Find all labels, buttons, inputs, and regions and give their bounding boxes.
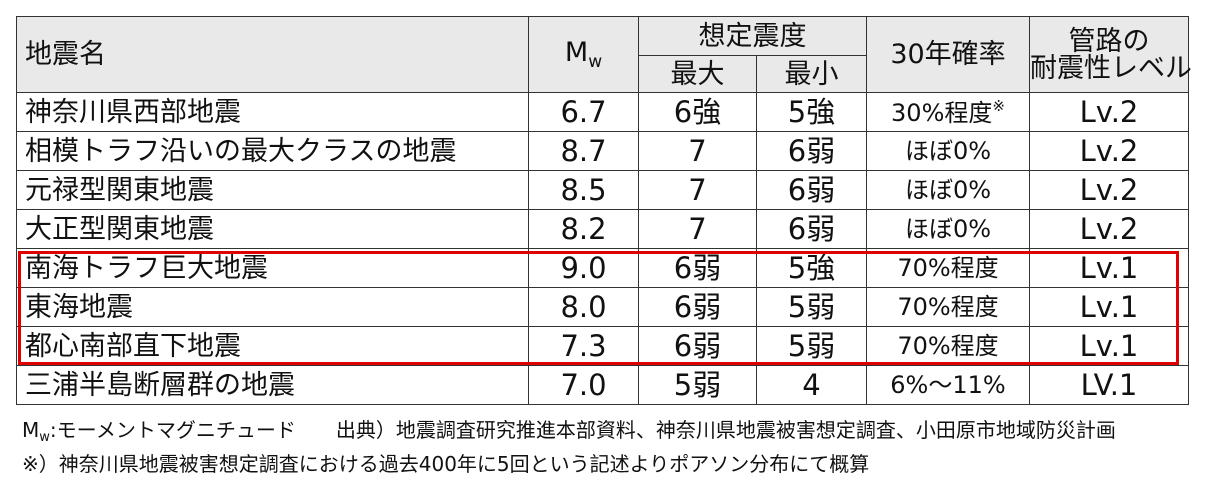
cell-min: 6弱	[756, 209, 867, 249]
cell-min: 4	[756, 365, 867, 405]
cell-max: 6強	[638, 92, 757, 132]
header-mw: Mw	[528, 16, 639, 93]
cell-max: 7	[638, 209, 757, 249]
cell-mw: 8.7	[528, 131, 639, 171]
header-prob30: 30年確率	[866, 16, 1030, 93]
cell-prob: 70%程度	[866, 287, 1030, 327]
header-intensity: 想定震度	[638, 16, 867, 56]
cell-min: 5強	[756, 248, 867, 288]
table-row: 元禄型関東地震 8.5 7 6弱 ほぼ0% Lv.2	[16, 170, 1189, 210]
table-row: 都心南部直下地震 7.3 6弱 5弱 70%程度 Lv.1	[16, 326, 1189, 366]
cell-max: 6弱	[638, 326, 757, 366]
cell-max: 6弱	[638, 287, 757, 327]
cell-name: 都心南部直下地震	[16, 326, 529, 366]
cell-name: 東海地震	[16, 287, 529, 327]
header-min: 最小	[756, 55, 867, 93]
cell-level: Lv.2	[1029, 131, 1189, 171]
cell-level: Lv.1	[1029, 248, 1189, 288]
table-row: 東海地震 8.0 6弱 5弱 70%程度 Lv.1	[16, 287, 1189, 327]
cell-min: 5弱	[756, 287, 867, 327]
cell-prob: 30%程度※	[866, 92, 1030, 132]
footnote: ※）神奈川県地震被害想定調査における過去400年に5回という記述よりポアソン分布…	[22, 452, 870, 476]
header-pipe-level: 管路の 耐震性レベル	[1029, 16, 1192, 93]
header-row-2: 最大 最小	[17, 55, 1189, 93]
cell-name: 大正型関東地震	[16, 209, 529, 249]
cell-mw: 8.2	[528, 209, 639, 249]
cell-mw: 7.0	[528, 365, 639, 405]
cell-max: 7	[638, 131, 757, 171]
header-row-1: 地震名 Mw 想定震度 30年確率 管路の 耐震性レベル	[16, 16, 1192, 93]
cell-level: Lv.2	[1029, 209, 1189, 249]
mw-definition-note: Mw:モーメントマグニチュード 出典）地震調査研究推進本部資料、神奈川県地震被害想…	[22, 418, 1116, 445]
table-row: 相模トラフ沿いの最大クラスの地震 8.7 7 6弱 ほぼ0% Lv.2	[16, 131, 1189, 171]
cell-prob: 70%程度	[866, 326, 1030, 366]
cell-mw: 9.0	[528, 248, 639, 288]
cell-min: 6弱	[756, 131, 867, 171]
cell-mw: 8.0	[528, 287, 639, 327]
cell-name: 神奈川県西部地震	[16, 92, 529, 132]
cell-prob: ほぼ0%	[866, 209, 1030, 249]
cell-name: 三浦半島断層群の地震	[16, 365, 529, 405]
cell-max: 5弱	[638, 365, 757, 405]
source-note: 出典）地震調査研究推進本部資料、神奈川県地震被害想定調査、小田原市地域防災計画	[335, 418, 1116, 442]
cell-prob: ほぼ0%	[866, 131, 1030, 171]
cell-level: LV.1	[1029, 365, 1189, 405]
cell-max: 6弱	[638, 248, 757, 288]
table-row: 三浦半島断層群の地震 7.0 5弱 4 6%～11% LV.1	[16, 365, 1189, 405]
table-row: 大正型関東地震 8.2 7 6弱 ほぼ0% Lv.2	[16, 209, 1189, 249]
cell-name: 元禄型関東地震	[16, 170, 529, 210]
cell-level: Lv.1	[1029, 326, 1189, 366]
cell-prob: ほぼ0%	[866, 170, 1030, 210]
table-row: 神奈川県西部地震 6.7 6強 5強 30%程度※ Lv.2	[16, 92, 1189, 132]
cell-level: Lv.2	[1029, 92, 1189, 132]
footnote-mark: ※	[992, 97, 1005, 115]
cell-level: Lv.1	[1029, 287, 1189, 327]
cell-min: 5弱	[756, 326, 867, 366]
cell-prob: 6%～11%	[866, 365, 1030, 405]
cell-mw: 7.3	[528, 326, 639, 366]
cell-max: 7	[638, 170, 757, 210]
cell-name: 相模トラフ沿いの最大クラスの地震	[16, 131, 529, 171]
cell-mw: 8.5	[528, 170, 639, 210]
earthquake-table: 地震名 Mw 想定震度 30年確率 管路の 耐震性レベル 最大 最小 神奈川県西部…	[16, 16, 1192, 405]
header-earthquake-name: 地震名	[16, 16, 529, 93]
cell-min: 6弱	[756, 170, 867, 210]
cell-mw: 6.7	[528, 92, 639, 132]
header-max: 最大	[638, 55, 757, 93]
cell-prob: 70%程度	[866, 248, 1030, 288]
cell-level: Lv.2	[1029, 170, 1189, 210]
cell-name: 南海トラフ巨大地震	[16, 248, 529, 288]
table-row: 南海トラフ巨大地震 9.0 6弱 5強 70%程度 Lv.1	[16, 248, 1189, 288]
cell-min: 5強	[756, 92, 867, 132]
